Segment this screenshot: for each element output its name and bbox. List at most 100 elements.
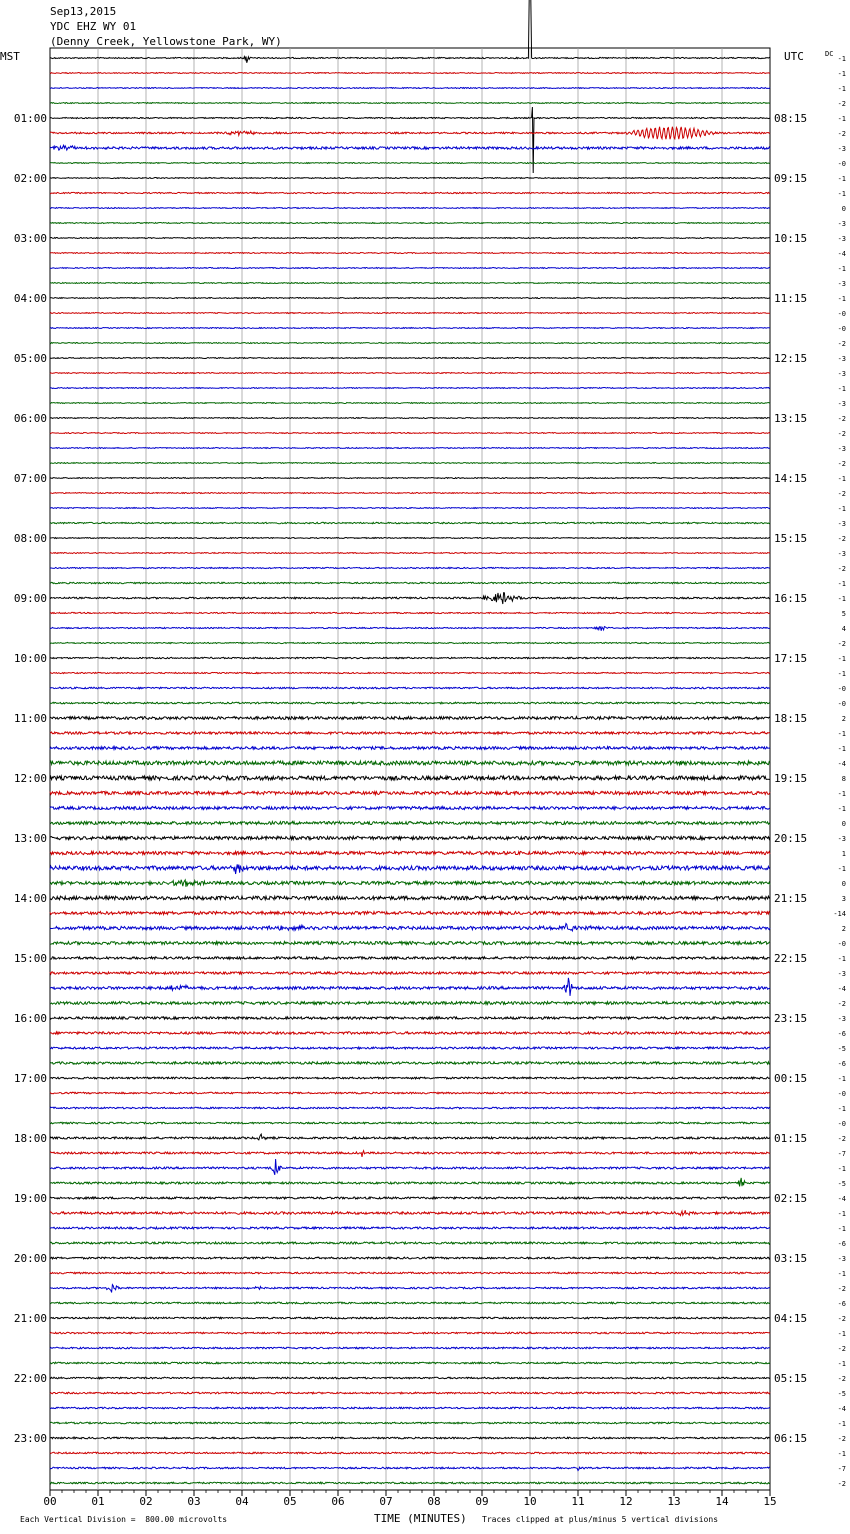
trace-row bbox=[49, 1075, 771, 1081]
dc-offset-label: -7 bbox=[838, 1465, 846, 1473]
dc-offset-label: -1 bbox=[838, 1450, 846, 1458]
dc-offset-label: -2 bbox=[838, 490, 846, 498]
dc-offset-label: -1 bbox=[838, 670, 846, 678]
trace-row bbox=[49, 416, 771, 420]
left-hour-label: 03:00 bbox=[14, 232, 47, 245]
trace-row bbox=[49, 326, 771, 330]
trace-row bbox=[49, 671, 771, 675]
x-tick-label: 14 bbox=[715, 1495, 729, 1508]
trace-row bbox=[49, 625, 771, 632]
dc-offset-label: -2 bbox=[838, 460, 846, 468]
trace-row bbox=[49, 1391, 771, 1395]
dc-offset-label: -2 bbox=[838, 1315, 846, 1323]
right-hour-label: 16:15 bbox=[774, 592, 807, 605]
trace-row bbox=[49, 581, 771, 585]
dc-offset-label: -1 bbox=[838, 70, 846, 78]
dc-offset-label: -1 bbox=[838, 505, 846, 513]
trace-row bbox=[49, 864, 771, 875]
left-hour-label: 20:00 bbox=[14, 1252, 47, 1265]
left-hour-label: 10:00 bbox=[14, 652, 47, 665]
dc-offset-label: -2 bbox=[838, 565, 846, 573]
dc-offset-label: -1 bbox=[838, 1270, 846, 1278]
right-hour-label: 02:15 bbox=[774, 1192, 807, 1205]
trace-row bbox=[50, 536, 771, 540]
left-hour-label: 23:00 bbox=[14, 1432, 47, 1445]
x-tick-label: 07 bbox=[379, 1495, 392, 1508]
left-hour-label: 01:00 bbox=[14, 112, 47, 125]
trace-row bbox=[49, 296, 771, 300]
grid-lines bbox=[49, 47, 771, 1496]
trace-row bbox=[49, 161, 771, 165]
dc-offset-label: -6 bbox=[838, 1060, 846, 1068]
trace-row bbox=[49, 341, 771, 345]
right-hour-label: 19:15 bbox=[774, 772, 807, 785]
trace-row bbox=[49, 1481, 771, 1485]
left-hour-label: 05:00 bbox=[14, 352, 47, 365]
x-tick-label: 04 bbox=[235, 1495, 249, 1508]
dc-offset-label: -6 bbox=[838, 1240, 846, 1248]
trace-row bbox=[49, 266, 771, 270]
dc-offset-label: -2 bbox=[838, 100, 846, 108]
right-hour-label: 03:15 bbox=[774, 1252, 807, 1265]
trace-row bbox=[49, 521, 771, 525]
trace-row bbox=[50, 191, 771, 195]
dc-offset-label: -1 bbox=[838, 790, 846, 798]
trace-row bbox=[49, 1466, 771, 1472]
left-hour-label: 12:00 bbox=[14, 772, 47, 785]
dc-offset-label: -5 bbox=[838, 1045, 846, 1053]
dc-offset-label: -2 bbox=[838, 535, 846, 543]
dc-header: DC bbox=[825, 50, 833, 58]
dc-offset-label: -6 bbox=[838, 1300, 846, 1308]
dc-offset-label: -3 bbox=[838, 400, 846, 408]
dc-offset-label: 0 bbox=[842, 880, 846, 888]
dc-offset-label: 0 bbox=[842, 820, 846, 828]
trace-row bbox=[49, 909, 771, 917]
dc-offset-label: -1 bbox=[838, 1225, 846, 1233]
dc-offset-label: -4 bbox=[838, 1405, 846, 1413]
right-hour-label: 04:15 bbox=[774, 1312, 807, 1325]
trace-row bbox=[49, 1301, 771, 1305]
trace-row bbox=[49, 1406, 771, 1410]
trace-row bbox=[49, 221, 770, 225]
trace-row bbox=[49, 714, 771, 721]
dc-offset-label: 2 bbox=[842, 715, 846, 723]
trace-row bbox=[49, 834, 771, 842]
dc-offset-label: -1 bbox=[838, 295, 846, 303]
trace-row bbox=[49, 1045, 771, 1051]
x-tick-label: 13 bbox=[667, 1495, 680, 1508]
x-tick-label: 11 bbox=[571, 1495, 584, 1508]
right-hour-label: 10:15 bbox=[774, 232, 807, 245]
dc-offset-label: -1 bbox=[838, 865, 846, 873]
left-hour-label: 09:00 bbox=[14, 592, 47, 605]
dc-offset-label: -2 bbox=[838, 1345, 846, 1353]
dc-offset-label: -5 bbox=[838, 1180, 846, 1188]
dc-offset-label: -1 bbox=[838, 175, 846, 183]
trace-row bbox=[49, 1132, 771, 1141]
trace-row bbox=[49, 476, 771, 480]
left-hour-label: 14:00 bbox=[14, 892, 47, 905]
trace-row bbox=[49, 922, 771, 933]
left-hour-label: 08:00 bbox=[14, 532, 47, 545]
trace-row bbox=[49, 566, 771, 570]
trace-row bbox=[49, 236, 771, 240]
left-hour-label: 16:00 bbox=[14, 1012, 47, 1025]
dc-offset-label: -1 bbox=[838, 1330, 846, 1338]
trace-row bbox=[49, 1271, 771, 1275]
dc-offset-label: -0 bbox=[838, 310, 846, 318]
left-hour-label: 07:00 bbox=[14, 472, 47, 485]
dc-offset-label: 4 bbox=[842, 625, 846, 633]
right-hour-label: 14:15 bbox=[774, 472, 807, 485]
dc-offset-label: -2 bbox=[838, 130, 846, 138]
trace-row bbox=[49, 1195, 771, 1201]
trace-row bbox=[49, 1255, 771, 1261]
left-timezone-label: MST bbox=[0, 50, 20, 63]
right-hour-label: 01:15 bbox=[774, 1132, 807, 1145]
trace-row bbox=[49, 1451, 771, 1455]
trace-row bbox=[49, 1361, 771, 1365]
right-hour-label: 06:15 bbox=[774, 1432, 807, 1445]
trace-row bbox=[49, 894, 771, 902]
dc-offset-label: -2 bbox=[838, 340, 846, 348]
trace-row bbox=[49, 744, 771, 752]
right-hour-label: 23:15 bbox=[774, 1012, 807, 1025]
